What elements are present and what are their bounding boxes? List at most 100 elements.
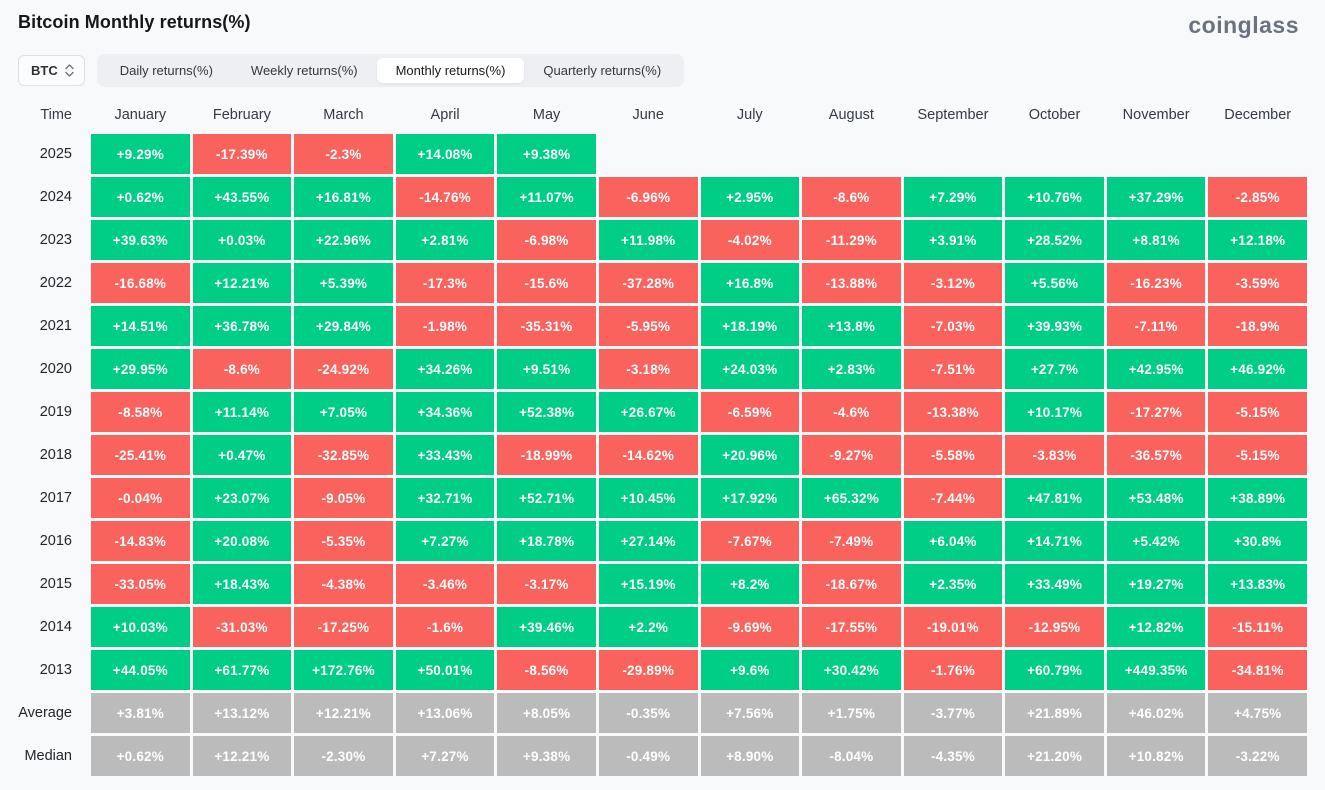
empty-cell: [802, 134, 901, 174]
return-cell: -1.76%: [903, 650, 1003, 690]
return-cell: +18.43%: [192, 564, 292, 604]
return-cell: +19.27%: [1106, 564, 1206, 604]
month-header-august: August: [828, 107, 874, 123]
return-cell: +8.81%: [1106, 220, 1206, 260]
return-cell: +10.82%: [1106, 736, 1206, 776]
return-cell: +39.46%: [497, 607, 596, 647]
return-cell: -8.56%: [497, 650, 596, 690]
return-cell: -7.44%: [903, 478, 1003, 518]
coin-selector-label: BTC: [31, 63, 58, 78]
return-cell: -7.49%: [802, 521, 901, 561]
return-cell: -3.46%: [395, 564, 495, 604]
return-cell: +4.75%: [1208, 693, 1307, 733]
return-cell: +28.52%: [1005, 220, 1104, 260]
return-cell: -5.58%: [903, 435, 1003, 475]
return-cell: -3.22%: [1208, 736, 1307, 776]
return-cell: +8.2%: [700, 564, 800, 604]
return-cell: -33.05%: [91, 564, 190, 604]
return-cell: +29.95%: [91, 349, 190, 389]
return-cell: -17.55%: [802, 607, 901, 647]
return-cell: +26.67%: [598, 392, 698, 432]
tab-daily-returns[interactable]: Daily returns(%): [101, 58, 232, 83]
return-cell: +46.02%: [1106, 693, 1206, 733]
return-cell: -16.23%: [1106, 263, 1206, 303]
return-cell: -1.98%: [395, 306, 495, 346]
return-cell: +14.08%: [395, 134, 495, 174]
return-cell: -32.85%: [294, 435, 393, 475]
return-cell: +14.71%: [1005, 521, 1104, 561]
time-column-header: Time: [40, 107, 72, 123]
return-cell: +18.78%: [497, 521, 596, 561]
return-cell: +10.45%: [598, 478, 698, 518]
row-label-2014: 2014: [39, 619, 72, 635]
row-label-2018: 2018: [39, 447, 72, 463]
empty-cell: [904, 134, 1003, 174]
return-cell: +11.14%: [192, 392, 292, 432]
return-cell: +39.93%: [1005, 306, 1104, 346]
return-cell: -15.11%: [1208, 607, 1307, 647]
return-cell: -18.67%: [802, 564, 901, 604]
return-cell: +37.29%: [1106, 177, 1206, 217]
return-cell: +21.89%: [1005, 693, 1104, 733]
empty-cell: [1208, 134, 1307, 174]
return-cell: -8.6%: [802, 177, 901, 217]
row-label-2021: 2021: [39, 318, 72, 334]
return-cell: +12.21%: [192, 263, 292, 303]
return-cell: -5.15%: [1208, 435, 1307, 475]
tab-quarterly-returns[interactable]: Quarterly returns(%): [524, 58, 680, 83]
return-cell: +0.03%: [192, 220, 292, 260]
return-cell: -7.51%: [903, 349, 1003, 389]
tab-monthly-returns[interactable]: Monthly returns(%): [376, 58, 525, 83]
row-label-2023: 2023: [39, 232, 72, 248]
return-cell: +7.27%: [395, 521, 495, 561]
return-cell: +12.82%: [1106, 607, 1206, 647]
return-cell: -3.77%: [903, 693, 1003, 733]
return-cell: +8.05%: [497, 693, 596, 733]
return-cell: -3.12%: [903, 263, 1003, 303]
return-cell: +24.03%: [700, 349, 800, 389]
return-cell: +7.29%: [903, 177, 1003, 217]
return-cell: -3.18%: [598, 349, 698, 389]
return-cell: +61.77%: [192, 650, 292, 690]
return-cell: -0.35%: [598, 693, 698, 733]
return-cell: +10.17%: [1005, 392, 1104, 432]
return-cell: +5.39%: [294, 263, 393, 303]
return-cell: +18.19%: [700, 306, 800, 346]
return-cell: -17.27%: [1106, 392, 1206, 432]
return-cell: -6.96%: [598, 177, 698, 217]
return-cell: +13.06%: [395, 693, 495, 733]
returns-period-tabs: Daily returns(%) Weekly returns(%) Monthly…: [96, 54, 685, 87]
return-cell: +9.29%: [91, 134, 190, 174]
return-cell: +20.96%: [700, 435, 800, 475]
return-cell: +14.51%: [91, 306, 190, 346]
return-cell: +17.92%: [700, 478, 800, 518]
return-cell: -5.35%: [294, 521, 393, 561]
return-cell: +13.83%: [1208, 564, 1307, 604]
coin-selector[interactable]: BTC: [18, 55, 85, 86]
return-cell: -18.9%: [1208, 306, 1307, 346]
month-header-december: December: [1224, 107, 1292, 123]
tab-weekly-returns[interactable]: Weekly returns(%): [232, 58, 377, 83]
return-cell: -3.59%: [1208, 263, 1307, 303]
return-cell: +39.63%: [91, 220, 190, 260]
return-cell: +36.78%: [192, 306, 292, 346]
return-cell: -0.04%: [91, 478, 190, 518]
return-cell: +7.27%: [395, 736, 495, 776]
return-cell: +7.56%: [700, 693, 800, 733]
return-cell: -24.92%: [294, 349, 393, 389]
return-cell: -9.69%: [700, 607, 800, 647]
return-cell: -1.6%: [395, 607, 495, 647]
return-cell: +22.96%: [294, 220, 393, 260]
page-title: Bitcoin Monthly returns(%): [18, 12, 251, 32]
month-header-june: June: [632, 107, 664, 123]
return-cell: +46.92%: [1208, 349, 1307, 389]
updown-chevrons-icon: [65, 64, 74, 77]
row-label-2020: 2020: [39, 361, 72, 377]
return-cell: +2.83%: [802, 349, 901, 389]
return-cell: -18.99%: [497, 435, 596, 475]
return-cell: +34.26%: [395, 349, 495, 389]
return-cell: +34.36%: [395, 392, 495, 432]
return-cell: +23.07%: [192, 478, 292, 518]
return-cell: -6.59%: [700, 392, 800, 432]
return-cell: -36.57%: [1106, 435, 1206, 475]
